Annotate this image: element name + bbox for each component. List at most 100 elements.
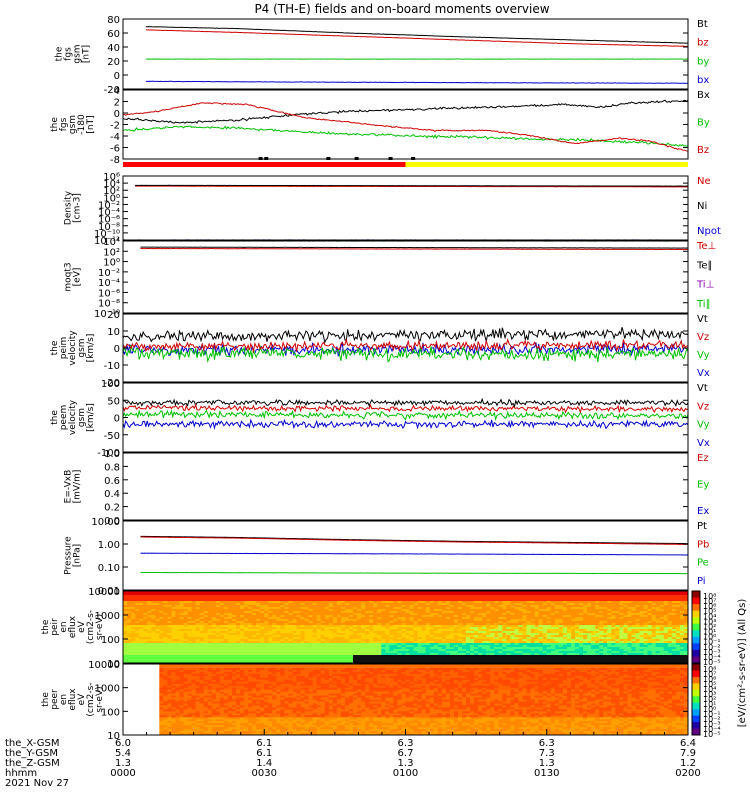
spectrogram-cell: [526, 619, 532, 622]
spectrogram-cell: [135, 633, 140, 636]
spectrogram-cell: [272, 591, 277, 594]
spectrogram-cell: [526, 621, 532, 624]
spectrogram-cell: [538, 595, 544, 598]
spectrogram-cell: [534, 613, 540, 616]
spectrogram-cell: [240, 633, 245, 636]
spectrogram-cell: [163, 653, 168, 656]
spectrogram-cell: [429, 629, 435, 632]
spectrogram-cell: [462, 631, 467, 634]
spectrogram-cell: [474, 603, 479, 606]
spectrogram-cell: [328, 649, 334, 652]
spectrogram-cell: [260, 601, 265, 604]
spectrogram-cell: [187, 661, 193, 664]
spectrogram-cell: [502, 653, 507, 656]
spectrogram-cell: [131, 595, 136, 598]
y-axis-label: fgs: [59, 117, 69, 131]
spectrogram-cell: [381, 647, 386, 650]
spectrogram-cell: [236, 653, 241, 656]
spectrogram-cell: [316, 625, 322, 628]
spectrogram-cell: [603, 625, 608, 628]
spectrogram-cell: [417, 633, 423, 636]
spectrogram-cell: [369, 643, 374, 646]
spectrogram-cell: [518, 653, 523, 656]
spectrogram-cell: [159, 629, 164, 632]
spectrogram-cell: [353, 617, 358, 620]
spectrogram-cell: [135, 599, 140, 602]
spectrogram-cell: [522, 615, 527, 618]
spectrogram-cell: [155, 623, 160, 626]
spectrogram-cell: [518, 657, 523, 660]
spectrogram-cell: [349, 599, 354, 602]
spectrogram-cell: [566, 651, 572, 654]
spectrogram-cell: [304, 641, 310, 644]
spectrogram-cell: [304, 609, 310, 612]
spectrogram-cell: [211, 641, 217, 644]
spectrogram-cell: [474, 617, 479, 620]
spectrogram-cell: [587, 601, 592, 604]
spectrogram-cell: [603, 647, 608, 650]
spectrogram-cell: [643, 591, 649, 594]
spectrogram-cell: [288, 655, 293, 658]
spectrogram-cell: [223, 607, 229, 610]
spectrogram-cell: [587, 637, 592, 640]
spectrogram-cell: [550, 597, 556, 600]
spectrogram-cell: [441, 619, 447, 622]
spectrogram-cell: [449, 607, 455, 610]
spectrogram-cell: [280, 607, 285, 610]
spectrogram-cell: [308, 597, 314, 600]
spectrogram-cell: [554, 613, 560, 616]
spectrogram-cell: [619, 601, 624, 604]
spectrogram-cell: [494, 609, 499, 612]
y-axis-label: [km/s]: [86, 334, 96, 363]
spectrogram-cell: [607, 593, 612, 596]
spectrogram-cell: [332, 609, 338, 612]
spectrogram-cell: [591, 623, 596, 626]
spectrogram-cell: [466, 619, 471, 622]
spectrogram-cell: [195, 643, 201, 646]
spectrogram-cell: [562, 623, 568, 626]
spectrogram-cell: [123, 617, 128, 620]
spectrogram-cell: [405, 647, 410, 650]
spectrogram-cell: [171, 633, 176, 636]
spectrogram-cell: [231, 653, 237, 656]
spectrogram-cell: [579, 609, 584, 612]
spectrogram-cell: [361, 619, 366, 622]
spectrogram-cell: [554, 597, 560, 600]
spectrogram-cell: [643, 601, 649, 604]
spectrogram-cell: [393, 603, 398, 606]
spectrogram-cell: [611, 601, 616, 604]
spectrogram-cell: [240, 595, 245, 598]
spectrogram-cell: [429, 655, 435, 658]
spectrogram-cell: [175, 621, 180, 624]
spectrogram-cell: [191, 603, 197, 606]
spectrogram-cell: [175, 605, 180, 608]
spectrogram-cell: [231, 595, 237, 598]
spectrogram-cell: [252, 629, 257, 632]
spectrogram-cell: [155, 659, 160, 662]
spectrogram-cell: [389, 635, 394, 638]
spectrogram-cell: [570, 645, 576, 648]
spectrogram-cell: [413, 623, 419, 626]
spectrogram-cell: [312, 647, 318, 650]
spectrogram-cell: [244, 633, 249, 636]
spectrogram-cell: [320, 661, 326, 664]
spectrogram-cell: [296, 655, 301, 658]
spectrogram-cell: [478, 619, 483, 622]
spectrogram-cell: [288, 637, 293, 640]
spectrogram-cell: [639, 609, 645, 612]
spectrogram-cell: [252, 645, 257, 648]
spectrogram-cell: [264, 661, 269, 664]
spectrogram-cell: [627, 657, 632, 660]
spectrogram-cell: [373, 633, 378, 636]
spectrogram-cell: [462, 637, 467, 640]
spectrogram-cell: [328, 645, 334, 648]
spectrogram-cell: [433, 659, 439, 662]
spectrogram-cell: [421, 599, 427, 602]
spectrogram-cell: [320, 593, 326, 596]
spectrogram-cell: [397, 607, 402, 610]
spectrogram-cell: [147, 619, 152, 622]
spectrogram-cell: [357, 623, 362, 626]
spectrogram-cell: [522, 653, 527, 656]
spectrogram-cell: [482, 659, 487, 662]
spectrogram-cell: [199, 653, 205, 656]
